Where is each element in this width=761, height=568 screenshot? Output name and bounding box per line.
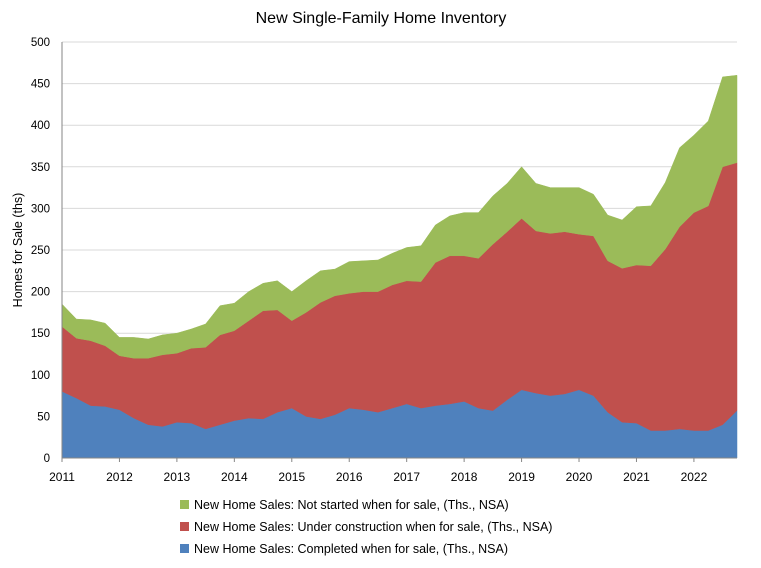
legend: New Home Sales: Not started when for sal… — [180, 494, 740, 560]
legend-label-completed: New Home Sales: Completed when for sale,… — [194, 541, 509, 556]
x-tick-label: 2018 — [451, 470, 478, 484]
x-tick-label: 2011 — [49, 470, 75, 484]
axes — [61, 42, 737, 462]
y-tick-labels: 0 50 100 150 200 250 300 350 400 450 500 — [31, 37, 50, 465]
legend-label-not-started: New Home Sales: Not started when for sal… — [194, 497, 509, 512]
legend-swatch-completed — [180, 544, 189, 553]
y-tick-label: 250 — [31, 245, 50, 257]
x-tick-labels: 2011 2012 2013 2014 2015 2016 2017 2018 2019 2020… — [49, 470, 707, 484]
legend-label-under-construction: New Home Sales: Under construction when … — [194, 519, 553, 534]
legend-item-completed: New Home Sales: Completed when for sale,… — [180, 538, 740, 559]
y-tick-label: 300 — [31, 203, 50, 215]
area-chart: New Single-Family Home Inventory 0 50 100 1… — [11, 10, 738, 484]
stacked-areas — [61, 75, 738, 459]
y-tick-label: 200 — [31, 287, 50, 299]
x-tick-label: 2022 — [681, 470, 708, 484]
x-tick-label: 2021 — [623, 470, 650, 484]
legend-swatch-under-construction — [180, 522, 189, 531]
x-tick-label: 2019 — [508, 470, 535, 484]
y-tick-label: 0 — [44, 453, 50, 465]
area-series — [61, 162, 738, 431]
x-tick-label: 2014 — [221, 470, 248, 484]
y-tick-label: 350 — [31, 162, 50, 174]
y-tick-label: 50 — [37, 411, 50, 423]
y-tick-label: 400 — [31, 120, 50, 132]
x-tick-label: 2016 — [336, 470, 363, 484]
x-tick-label: 2013 — [164, 470, 191, 484]
x-tick-label: 2020 — [566, 470, 593, 484]
x-tick-label: 2017 — [393, 470, 420, 484]
y-tick-label: 500 — [31, 37, 50, 49]
legend-item-not-started: New Home Sales: Not started when for sal… — [180, 494, 740, 515]
x-tick-label: 2015 — [278, 470, 305, 484]
x-tick-label: 2012 — [106, 470, 133, 484]
legend-item-under-construction: New Home Sales: Under construction when … — [180, 516, 740, 537]
y-tick-label: 100 — [31, 370, 50, 382]
area-series — [61, 75, 738, 359]
legend-swatch-not-started — [180, 500, 189, 509]
y-tick-label: 450 — [31, 79, 50, 91]
chart-title: New Single-Family Home Inventory — [256, 10, 507, 27]
y-axis-label: Homes for Sale (ths) — [11, 193, 25, 308]
y-tick-label: 150 — [31, 328, 50, 340]
